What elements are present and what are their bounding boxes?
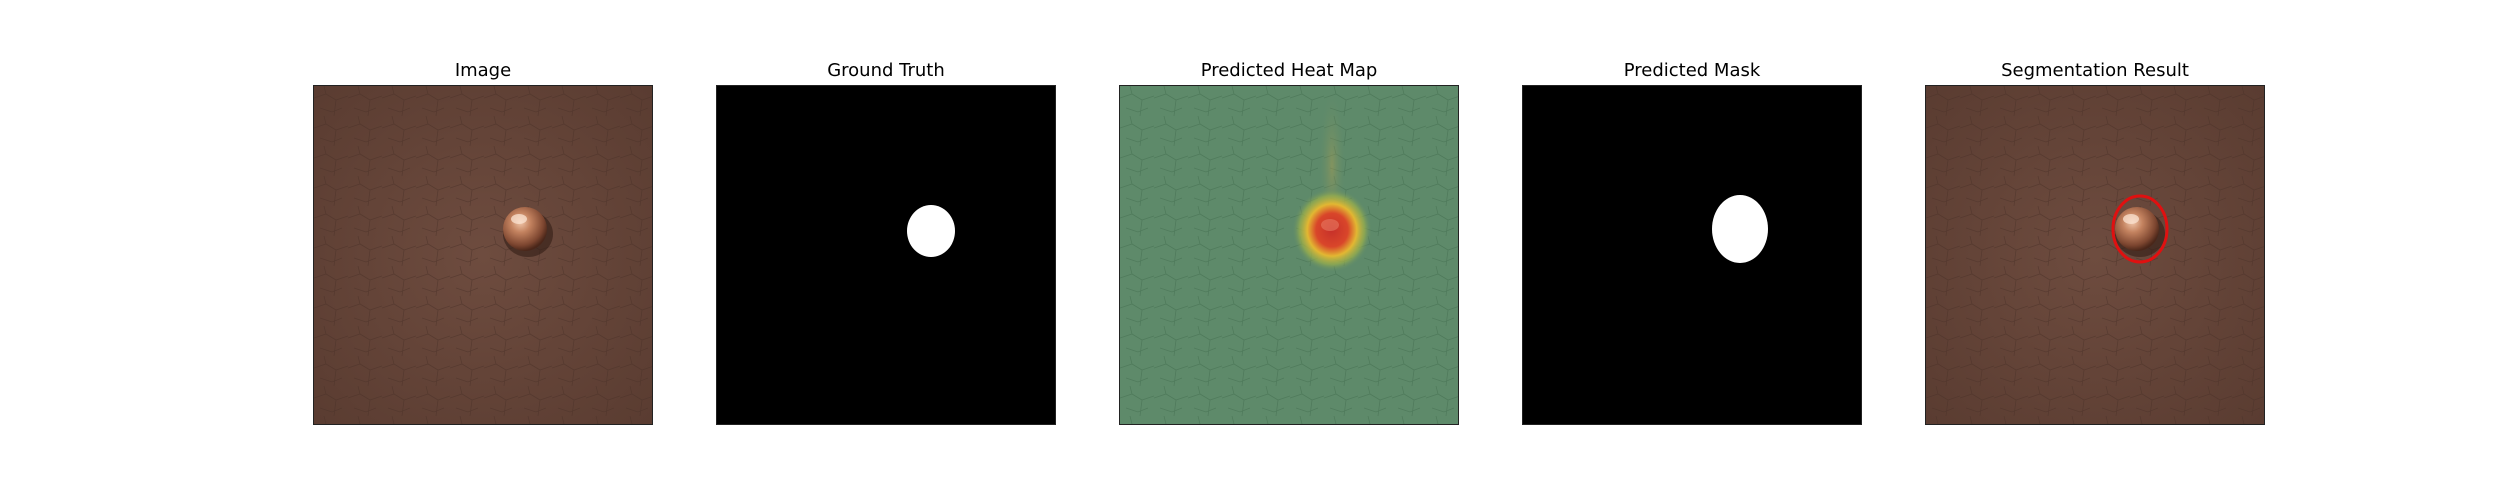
predicted-mask-image bbox=[1522, 85, 1862, 425]
panel-title-predicted-mask: Predicted Mask bbox=[1623, 60, 1761, 81]
heat-map-image bbox=[1119, 85, 1459, 425]
ground-truth-mask bbox=[716, 85, 1056, 425]
ground-truth-region bbox=[907, 205, 955, 257]
panel-title-segmentation-result: Segmentation Result bbox=[2001, 60, 2189, 81]
leather-image bbox=[313, 85, 653, 425]
segmentation-contour bbox=[2111, 194, 2169, 264]
bead-defect bbox=[503, 207, 547, 251]
predicted-mask-region bbox=[1712, 195, 1768, 263]
panel-title-heat-map: Predicted Heat Map bbox=[1200, 60, 1378, 81]
panel-title-image: Image bbox=[454, 60, 512, 81]
segmentation-result-image bbox=[1925, 85, 2265, 425]
panel-title-ground-truth: Ground Truth bbox=[827, 60, 945, 81]
